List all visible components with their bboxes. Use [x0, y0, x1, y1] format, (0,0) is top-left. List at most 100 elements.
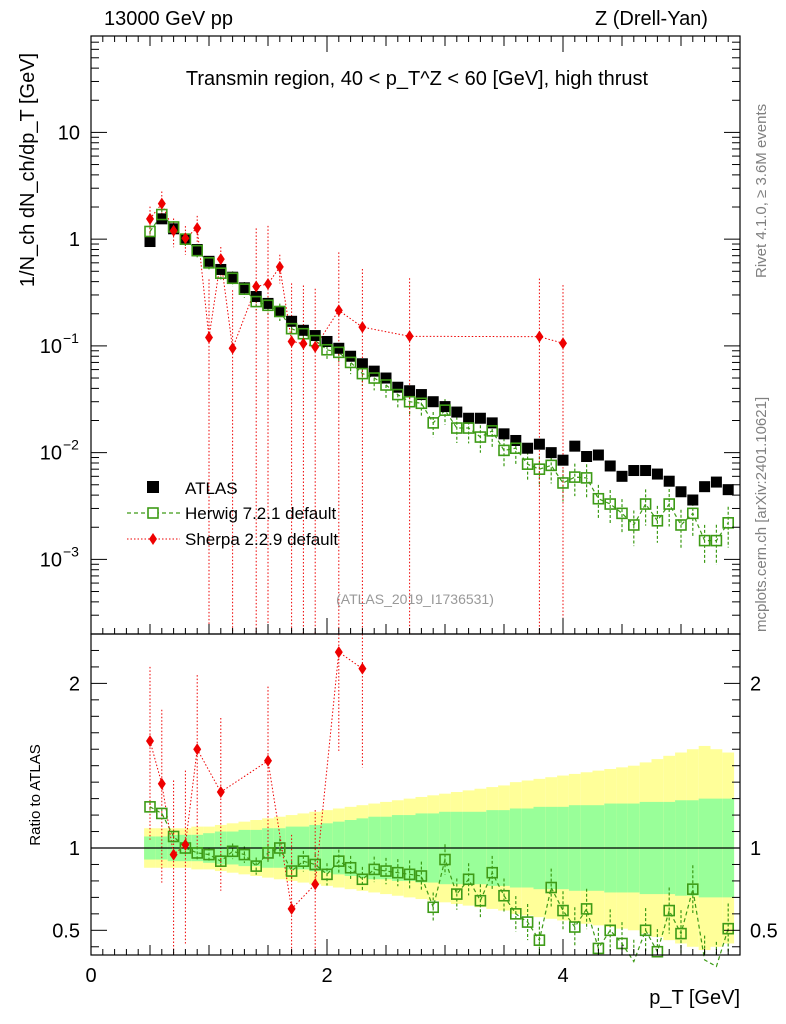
herwig-ratio-point — [332, 855, 345, 867]
herwig-point — [651, 514, 664, 527]
herwig-point — [568, 471, 581, 483]
herwig-ratio-point — [144, 801, 156, 813]
x-tick-label: 4 — [557, 965, 568, 987]
herwig-point — [698, 534, 711, 547]
sherpa-point — [299, 337, 308, 350]
herwig-point — [675, 519, 687, 531]
herwig-point — [545, 459, 558, 472]
herwig-point — [332, 346, 345, 359]
y-tick-label: 10 — [58, 122, 80, 144]
herwig-point — [509, 442, 522, 455]
herwig-ratio-point — [450, 888, 463, 900]
herwig-point — [474, 431, 487, 443]
herwig-ratio-point — [238, 848, 251, 861]
legend-herwig-label: Herwig 7.2.1 default — [185, 504, 336, 523]
herwig-ratio-point — [521, 916, 534, 928]
herwig-ratio-point — [557, 904, 569, 917]
herwig-ratio-point — [604, 924, 617, 937]
legend-sherpa-marker — [149, 533, 157, 545]
x-tick-label: 2 — [321, 965, 332, 987]
herwig-point — [616, 507, 628, 520]
herwig-ratio-point — [474, 894, 487, 907]
herwig-ratio-point — [533, 934, 546, 946]
sherpa-point — [559, 337, 567, 350]
herwig-point — [226, 272, 239, 285]
sherpa-ratio-point — [157, 777, 166, 790]
herwig-ratio-point — [368, 863, 381, 876]
herwig-point — [344, 356, 357, 369]
herwig-ratio-point — [568, 921, 581, 933]
atlas-point — [616, 470, 628, 482]
atlas-point — [451, 406, 463, 418]
herwig-point — [686, 507, 699, 520]
atlas-point — [356, 358, 368, 370]
herwig-point — [462, 422, 475, 434]
herwig-ratio-point — [722, 922, 735, 935]
legend-atlas-label: ATLAS — [185, 479, 238, 498]
atlas-point — [581, 451, 593, 463]
herwig-point — [439, 404, 451, 416]
herwig-ratio-point — [439, 853, 451, 866]
sherpa-ratio-point — [287, 902, 296, 915]
herwig-point — [368, 372, 381, 384]
herwig-point — [191, 244, 203, 257]
sherpa-ratio-point — [216, 786, 225, 799]
ratio-tick-label-right: 2 — [750, 673, 761, 695]
herwig-ratio-point — [250, 860, 262, 872]
analysis-id: (ATLAS_2019_I1736531) — [336, 591, 494, 607]
plot-title: Transmin region, 40 < p_T^Z < 60 [GeV], … — [186, 68, 649, 90]
atlas-point — [522, 442, 534, 454]
herwig-ratio-point — [321, 868, 333, 881]
y-tick-exponent: −3 — [63, 543, 79, 559]
herwig-point — [403, 395, 416, 408]
ratio-y-axis-label: Ratio to ATLAS — [27, 744, 44, 845]
herwig-point — [380, 379, 392, 391]
atlas-point — [592, 449, 604, 461]
herwig-point — [663, 498, 676, 510]
atlas-point — [722, 484, 734, 496]
herwig-point — [498, 444, 510, 457]
atlas-point — [427, 396, 439, 408]
atlas-point — [368, 365, 380, 377]
herwig-point — [533, 463, 546, 475]
herwig-ratio-point — [498, 889, 510, 902]
herwig-ratio-point — [675, 927, 687, 940]
herwig-point — [639, 498, 652, 510]
herwig-ratio-point — [167, 830, 180, 843]
sherpa-point — [193, 222, 202, 235]
atlas-point — [321, 335, 333, 347]
sherpa-point — [311, 340, 320, 353]
atlas-point — [392, 381, 404, 393]
atlas-point — [651, 468, 663, 480]
atlas-point — [297, 324, 309, 336]
header-right: Z (Drell-Yan) — [595, 8, 708, 30]
ratio-tick-label: 2 — [69, 673, 80, 695]
herwig-point — [415, 397, 428, 410]
atlas-point — [675, 486, 687, 498]
herwig-ratio-point — [686, 883, 699, 895]
sherpa-point — [181, 232, 190, 245]
sherpa-ratio-point — [181, 838, 190, 851]
herwig-ratio-point — [415, 870, 428, 882]
atlas-point — [274, 305, 286, 317]
atlas-point — [404, 385, 416, 397]
herwig-ratio-point — [651, 945, 664, 958]
herwig-point — [356, 367, 369, 380]
atlas-point — [640, 465, 652, 477]
atlas-point — [191, 243, 203, 255]
y-axis-label: 1/N_ch dN_ch/dp_T [GeV] — [17, 53, 39, 287]
atlas-point — [227, 271, 239, 283]
sherpa-line — [149, 202, 564, 349]
sherpa-point — [169, 224, 178, 237]
herwig-ratio-point — [215, 855, 227, 867]
y-tick-label: 10 — [40, 443, 62, 465]
herwig-point — [144, 225, 156, 238]
atlas-point — [203, 255, 215, 267]
herwig-point — [427, 417, 440, 429]
sherpa-point — [535, 330, 544, 343]
herwig-ratio-point — [403, 868, 416, 881]
atlas-point — [663, 475, 675, 487]
herwig-ratio-line — [149, 806, 729, 968]
legend-atlas-marker — [147, 481, 159, 493]
sherpa-point — [252, 280, 261, 293]
